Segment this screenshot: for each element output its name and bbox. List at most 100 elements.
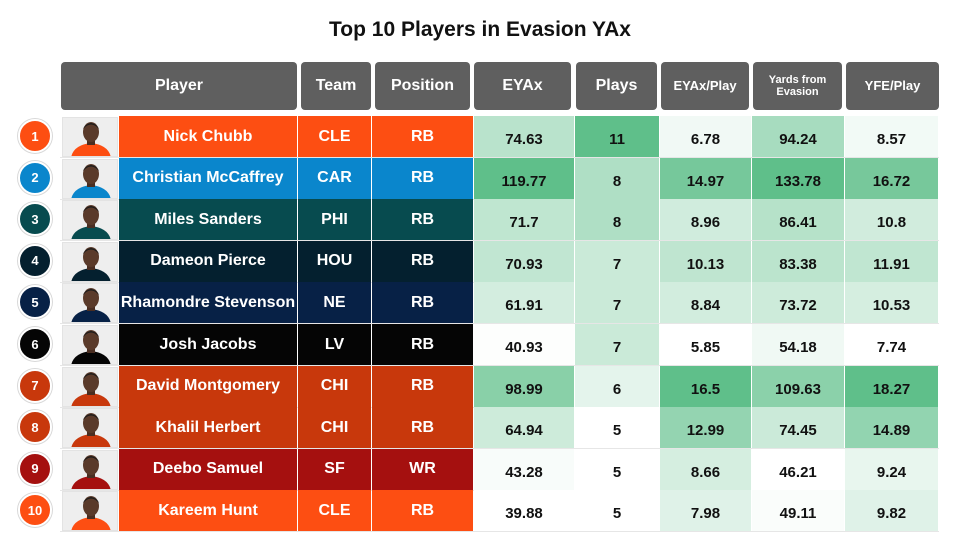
header-eyax: EYAx	[474, 62, 571, 110]
rank-badge: 8	[18, 410, 52, 445]
table-row	[60, 116, 939, 158]
cell-yfe-per-play: 11.91	[845, 240, 939, 282]
cell-position: RB	[372, 116, 473, 157]
cell-player-name: David Montgomery	[119, 365, 297, 407]
cell-player-name: Khalil Herbert	[119, 407, 297, 449]
cell-yfe-per-play: 9.24	[845, 448, 939, 490]
player-headshot	[62, 283, 118, 324]
cell-plays: 8	[575, 157, 660, 199]
cell-team: HOU	[298, 240, 371, 282]
cell-yards-from-evasion: 133.78	[752, 157, 845, 199]
rank-badge: 2	[18, 160, 52, 195]
cell-position: RB	[372, 324, 473, 365]
cell-team: SF	[298, 448, 371, 490]
player-headshot	[62, 449, 118, 490]
cell-position: WR	[372, 448, 473, 490]
cell-plays: 11	[575, 116, 660, 157]
cell-plays: 8	[575, 199, 660, 241]
header-player: Player	[61, 62, 297, 110]
cell-eyax-per-play: 16.5	[660, 365, 752, 407]
table-row	[60, 490, 939, 533]
cell-player-name: Christian McCaffrey	[119, 157, 297, 199]
cell-yards-from-evasion: 86.41	[752, 199, 845, 241]
cell-player-name: Nick Chubb	[119, 116, 297, 157]
cell-team: CLE	[298, 116, 371, 157]
cell-eyax: 98.99	[474, 365, 575, 407]
cell-eyax-per-play: 8.66	[660, 448, 752, 490]
cell-yards-from-evasion: 94.24	[752, 116, 845, 157]
cell-eyax-per-play: 14.97	[660, 157, 752, 199]
cell-player-name: Miles Sanders	[119, 199, 297, 241]
cell-player-name: Kareem Hunt	[119, 490, 297, 532]
cell-yards-from-evasion: 46.21	[752, 448, 845, 490]
cell-eyax: 39.88	[474, 490, 575, 532]
cell-yards-from-evasion: 49.11	[752, 490, 845, 532]
cell-team: CAR	[298, 157, 371, 199]
cell-yfe-per-play: 16.72	[845, 157, 939, 199]
cell-position: RB	[372, 407, 473, 449]
cell-yfe-per-play: 8.57	[845, 116, 939, 157]
table-row	[60, 199, 939, 242]
player-headshot	[62, 241, 118, 282]
player-headshot	[62, 117, 118, 157]
cell-position: RB	[372, 282, 473, 324]
cell-team: CLE	[298, 490, 371, 532]
cell-player-name: Rhamondre Stevenson	[119, 282, 297, 324]
header-yfe-per-play: YFE/Play	[846, 62, 939, 110]
cell-plays: 5	[575, 407, 660, 449]
cell-team: NE	[298, 282, 371, 324]
cell-eyax: 40.93	[474, 324, 575, 365]
table-row	[60, 241, 939, 283]
cell-position: RB	[372, 199, 473, 241]
header-plays: Plays	[576, 62, 657, 110]
cell-plays: 6	[575, 365, 660, 407]
cell-eyax-per-play: 7.98	[660, 490, 752, 532]
cell-yfe-per-play: 10.53	[845, 282, 939, 324]
rank-badge: 10	[18, 493, 52, 528]
table-row	[60, 366, 939, 408]
player-headshot	[62, 325, 118, 365]
cell-player-name: Dameon Pierce	[119, 240, 297, 282]
cell-plays: 7	[575, 240, 660, 282]
cell-yfe-per-play: 9.82	[845, 490, 939, 532]
rank-badge: 9	[18, 451, 52, 486]
player-headshot	[62, 408, 118, 449]
header-yards-from-evasion: Yards from Evasion	[753, 62, 842, 110]
cell-eyax-per-play: 5.85	[660, 324, 752, 365]
cell-yards-from-evasion: 83.38	[752, 240, 845, 282]
table-row	[60, 407, 939, 450]
cell-yfe-per-play: 18.27	[845, 365, 939, 407]
player-headshot	[62, 158, 118, 199]
cell-eyax-per-play: 8.96	[660, 199, 752, 241]
rank-badge: 3	[18, 202, 52, 237]
rank-badge: 7	[18, 368, 52, 403]
cell-team: PHI	[298, 199, 371, 241]
cell-eyax: 43.28	[474, 448, 575, 490]
header-team: Team	[301, 62, 371, 110]
header-eyax-per-play: EYAx/Play	[661, 62, 749, 110]
table-row	[60, 449, 939, 491]
cell-yfe-per-play: 10.8	[845, 199, 939, 241]
cell-position: RB	[372, 490, 473, 532]
cell-eyax: 64.94	[474, 407, 575, 449]
cell-eyax: 70.93	[474, 240, 575, 282]
player-headshot	[62, 200, 118, 241]
cell-yfe-per-play: 7.74	[845, 324, 939, 365]
rank-badge: 1	[18, 119, 52, 153]
cell-eyax: 74.63	[474, 116, 575, 157]
cell-eyax: 119.77	[474, 157, 575, 199]
cell-position: RB	[372, 157, 473, 199]
cell-plays: 5	[575, 490, 660, 532]
player-headshot	[62, 491, 118, 532]
cell-yards-from-evasion: 74.45	[752, 407, 845, 449]
cell-eyax: 61.91	[474, 282, 575, 324]
cell-plays: 5	[575, 448, 660, 490]
cell-team: CHI	[298, 365, 371, 407]
table-row	[60, 158, 939, 200]
cell-player-name: Deebo Samuel	[119, 448, 297, 490]
cell-eyax-per-play: 12.99	[660, 407, 752, 449]
cell-plays: 7	[575, 282, 660, 324]
cell-eyax: 71.7	[474, 199, 575, 241]
table-row	[60, 324, 939, 366]
cell-yards-from-evasion: 54.18	[752, 324, 845, 365]
